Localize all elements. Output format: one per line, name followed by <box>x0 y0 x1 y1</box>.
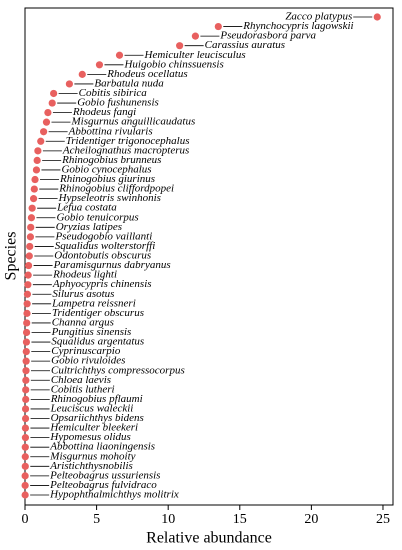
point <box>116 52 123 59</box>
x-axis-title: Relative abundance <box>146 530 272 547</box>
point <box>44 109 51 116</box>
x-tick-label: 20 <box>304 512 318 527</box>
point <box>22 367 29 374</box>
point <box>23 348 30 355</box>
point <box>31 176 38 183</box>
point <box>23 358 30 365</box>
point <box>40 128 47 135</box>
point <box>22 415 29 422</box>
point <box>30 195 37 202</box>
point <box>66 80 73 87</box>
y-axis-title: Species <box>3 232 20 281</box>
point <box>22 405 29 412</box>
point <box>43 119 50 126</box>
point <box>26 252 33 259</box>
x-tick-label: 0 <box>22 512 29 527</box>
point <box>25 262 32 269</box>
point <box>23 319 30 326</box>
point <box>22 396 29 403</box>
point <box>25 272 32 279</box>
point <box>23 310 30 317</box>
x-tick-label: 15 <box>233 512 247 527</box>
point <box>22 444 29 451</box>
species-label: Hypophthalmichthys molitrix <box>49 489 179 501</box>
point <box>34 157 41 164</box>
point <box>22 377 29 384</box>
point <box>27 233 34 240</box>
x-tick-label: 10 <box>161 512 175 527</box>
point <box>50 90 57 97</box>
point <box>22 482 29 489</box>
x-tick-label: 25 <box>376 512 390 527</box>
point <box>22 424 29 431</box>
point <box>96 61 103 68</box>
point <box>22 463 29 470</box>
point <box>22 434 29 441</box>
point <box>24 281 31 288</box>
point <box>192 33 199 40</box>
point <box>22 453 29 460</box>
point <box>23 338 30 345</box>
point <box>27 224 34 231</box>
point <box>33 166 40 173</box>
point <box>31 185 38 192</box>
point <box>24 291 31 298</box>
point <box>23 329 30 336</box>
point <box>34 147 41 154</box>
point <box>37 138 44 145</box>
point <box>22 472 29 479</box>
point <box>22 386 29 393</box>
point <box>29 205 36 212</box>
point <box>28 214 35 221</box>
point <box>24 300 31 307</box>
x-tick-label: 5 <box>93 512 100 527</box>
point <box>22 491 29 498</box>
point <box>49 99 56 106</box>
point <box>26 243 33 250</box>
point <box>374 13 381 20</box>
point <box>79 71 86 78</box>
chart: Relative abundance Species 0510152025Zac… <box>0 0 402 550</box>
